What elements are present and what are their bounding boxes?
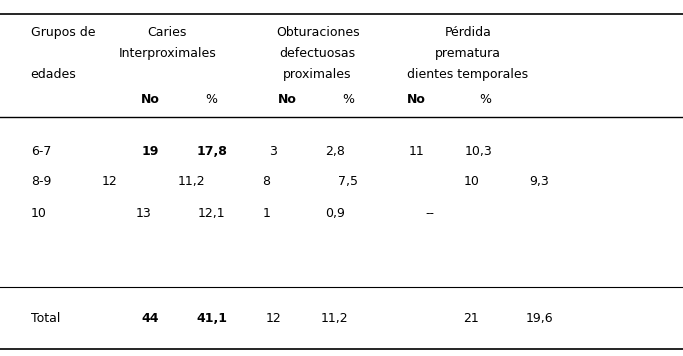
Text: Grupos de: Grupos de — [31, 26, 95, 38]
Text: Interproximales: Interproximales — [118, 47, 217, 60]
Text: No: No — [277, 93, 296, 106]
Text: --: -- — [426, 207, 435, 220]
Text: proximales: proximales — [283, 68, 352, 81]
Text: 0,9: 0,9 — [324, 207, 345, 220]
Text: 44: 44 — [141, 312, 159, 325]
Text: 11,2: 11,2 — [178, 175, 205, 188]
Text: 9,3: 9,3 — [530, 175, 549, 188]
Text: 8: 8 — [262, 175, 270, 188]
Text: 7,5: 7,5 — [338, 175, 359, 188]
Text: %: % — [206, 93, 218, 106]
Text: 6-7: 6-7 — [31, 145, 51, 158]
Text: No: No — [141, 93, 160, 106]
Text: 12,1: 12,1 — [198, 207, 225, 220]
Text: defectuosas: defectuosas — [279, 47, 356, 60]
Text: 19,6: 19,6 — [526, 312, 553, 325]
Text: 2,8: 2,8 — [324, 145, 345, 158]
Text: 10: 10 — [463, 175, 479, 188]
Text: edades: edades — [31, 68, 76, 81]
Text: Obturaciones: Obturaciones — [276, 26, 359, 38]
Text: 1: 1 — [262, 207, 270, 220]
Text: 12: 12 — [265, 312, 281, 325]
Text: 19: 19 — [141, 145, 159, 158]
Text: 11: 11 — [408, 145, 425, 158]
Text: 13: 13 — [135, 207, 152, 220]
Text: 17,8: 17,8 — [196, 145, 227, 158]
Text: 41,1: 41,1 — [196, 312, 227, 325]
Text: 8-9: 8-9 — [31, 175, 51, 188]
Text: prematura: prematura — [435, 47, 501, 60]
Text: No: No — [407, 93, 426, 106]
Text: %: % — [342, 93, 354, 106]
Text: 21: 21 — [463, 312, 479, 325]
Text: 11,2: 11,2 — [321, 312, 348, 325]
Text: dientes temporales: dientes temporales — [407, 68, 529, 81]
Text: Caries: Caries — [148, 26, 187, 38]
Text: Pérdida: Pérdida — [445, 26, 491, 38]
Text: %: % — [479, 93, 491, 106]
Text: 10,3: 10,3 — [464, 145, 492, 158]
Text: 10: 10 — [31, 207, 46, 220]
Text: 3: 3 — [269, 145, 277, 158]
Text: 12: 12 — [101, 175, 117, 188]
Text: Total: Total — [31, 312, 60, 325]
